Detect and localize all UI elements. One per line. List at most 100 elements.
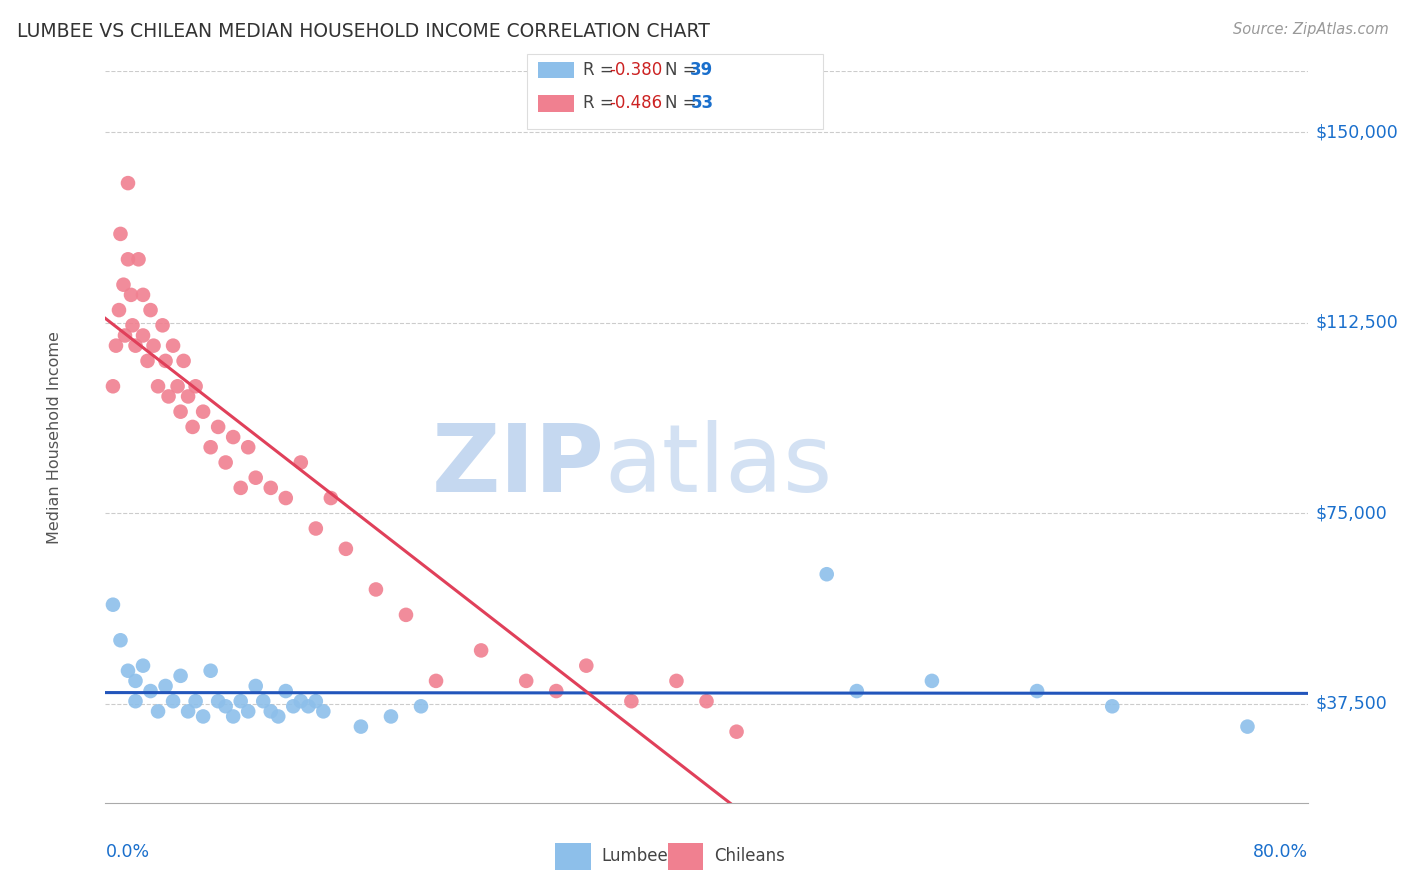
Point — [132, 658, 155, 673]
Point — [146, 705, 169, 719]
Point — [200, 440, 222, 454]
Point — [283, 699, 305, 714]
Point — [238, 705, 260, 719]
Point — [136, 354, 159, 368]
Point — [181, 420, 204, 434]
Point — [245, 471, 267, 485]
Point — [546, 684, 568, 698]
Text: R =: R = — [583, 95, 620, 112]
Point — [222, 430, 245, 444]
Point — [921, 673, 943, 688]
Text: 39: 39 — [690, 62, 714, 79]
Text: $150,000: $150,000 — [1316, 123, 1399, 141]
Text: atlas: atlas — [605, 420, 832, 512]
Point — [132, 328, 155, 343]
Text: Lumbee: Lumbee — [602, 847, 668, 865]
Text: 53: 53 — [690, 95, 713, 112]
Point — [157, 389, 180, 403]
Point — [1236, 720, 1258, 734]
Point — [425, 673, 447, 688]
Text: Source: ZipAtlas.com: Source: ZipAtlas.com — [1233, 22, 1389, 37]
Text: $112,500: $112,500 — [1316, 314, 1399, 332]
Text: -0.486: -0.486 — [609, 95, 662, 112]
Point — [152, 318, 174, 333]
Point — [200, 664, 222, 678]
Point — [515, 673, 537, 688]
Point — [364, 582, 387, 597]
Point — [124, 694, 146, 708]
Point — [350, 720, 373, 734]
Point — [725, 724, 748, 739]
Point — [252, 694, 274, 708]
Point — [845, 684, 868, 698]
Point — [169, 405, 191, 419]
Point — [274, 684, 297, 698]
Text: $75,000: $75,000 — [1316, 504, 1388, 523]
Text: N =: N = — [665, 62, 702, 79]
Point — [110, 633, 132, 648]
Point — [335, 541, 357, 556]
Point — [155, 679, 177, 693]
Point — [191, 709, 214, 723]
Point — [214, 699, 236, 714]
Point — [1101, 699, 1123, 714]
Point — [124, 338, 146, 352]
Point — [297, 699, 319, 714]
Point — [222, 709, 245, 723]
Text: N =: N = — [665, 95, 702, 112]
Point — [380, 709, 402, 723]
Point — [117, 664, 139, 678]
Point — [229, 694, 252, 708]
Point — [260, 705, 283, 719]
Point — [120, 288, 142, 302]
Point — [207, 694, 229, 708]
Point — [142, 338, 165, 352]
Point — [305, 521, 328, 535]
Point — [177, 389, 200, 403]
Text: 0.0%: 0.0% — [105, 843, 149, 861]
Point — [409, 699, 432, 714]
Point — [112, 277, 135, 292]
Point — [146, 379, 169, 393]
Point — [166, 379, 188, 393]
Point — [169, 669, 191, 683]
Point — [238, 440, 260, 454]
Point — [815, 567, 838, 582]
Text: Median Household Income: Median Household Income — [48, 331, 62, 543]
Point — [696, 694, 718, 708]
Point — [290, 455, 312, 469]
Point — [128, 252, 150, 267]
Point — [274, 491, 297, 505]
Point — [245, 679, 267, 693]
Point — [124, 673, 146, 688]
Point — [267, 709, 290, 723]
Point — [132, 288, 155, 302]
Point — [665, 673, 688, 688]
Point — [104, 338, 127, 352]
Point — [229, 481, 252, 495]
Point — [108, 303, 131, 318]
Text: -0.380: -0.380 — [609, 62, 662, 79]
Point — [470, 643, 492, 657]
Point — [101, 379, 124, 393]
Point — [110, 227, 132, 241]
Point — [162, 338, 184, 352]
Point — [260, 481, 283, 495]
Point — [162, 694, 184, 708]
Point — [184, 379, 207, 393]
Point — [177, 705, 200, 719]
Point — [173, 354, 195, 368]
Point — [121, 318, 143, 333]
Text: Chileans: Chileans — [714, 847, 785, 865]
Point — [117, 176, 139, 190]
Text: R =: R = — [583, 62, 620, 79]
Point — [114, 328, 136, 343]
Text: LUMBEE VS CHILEAN MEDIAN HOUSEHOLD INCOME CORRELATION CHART: LUMBEE VS CHILEAN MEDIAN HOUSEHOLD INCOM… — [17, 22, 710, 41]
Point — [319, 491, 342, 505]
Point — [101, 598, 124, 612]
Point — [575, 658, 598, 673]
Point — [305, 694, 328, 708]
Text: ZIP: ZIP — [432, 420, 605, 512]
Point — [139, 303, 162, 318]
Point — [117, 252, 139, 267]
